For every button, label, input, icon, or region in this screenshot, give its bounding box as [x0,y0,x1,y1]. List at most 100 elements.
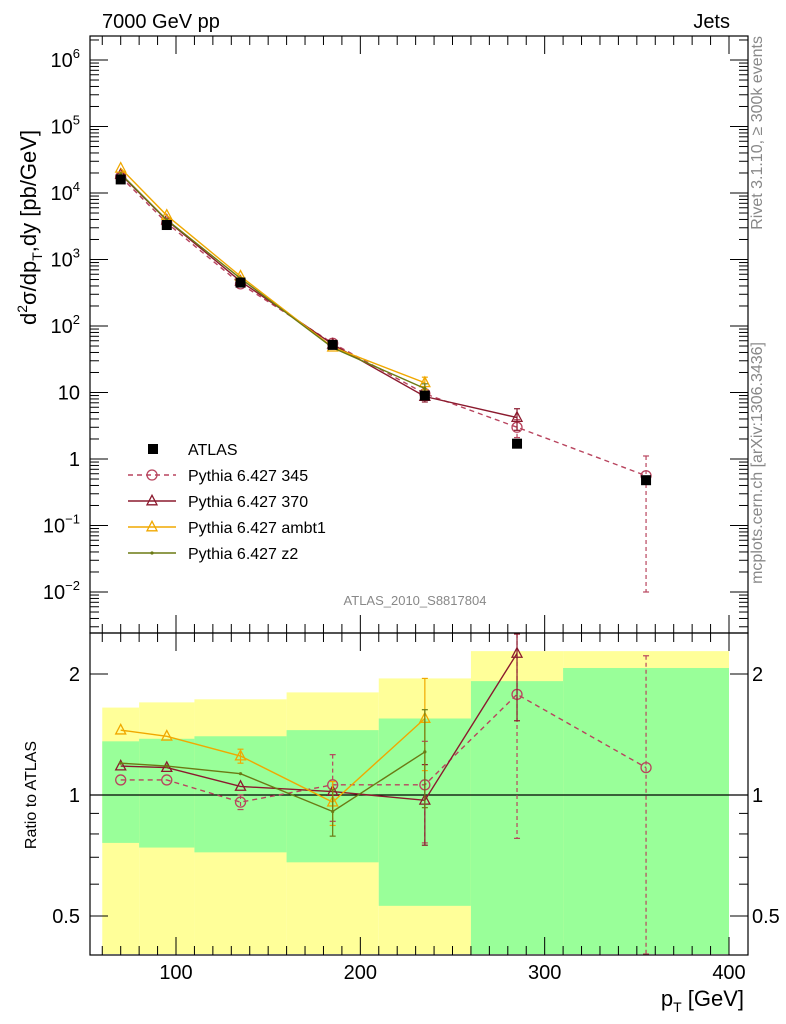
y-tick-label-exp: 4 [73,179,80,194]
y-tick-label: 10−1 [43,512,80,538]
top-ylabel-sup: 2 [14,305,30,313]
series-line [120,173,426,390]
xlabel: pT [GeV] [661,986,744,1015]
marker-circle [146,469,158,481]
xlabel-p: p [661,986,673,1011]
ratio-y-tick-label: 0.5 [52,906,80,928]
legend-label: Pythia 6.427 z2 [188,546,298,563]
marker-dot [150,551,154,555]
y-tick-label: 106 [51,46,80,72]
top-ylabel: d2σ/dpT,dy [pb/GeV] [14,130,45,325]
y-tick-label-exp: 3 [73,246,80,261]
x-tick-label: 100 [159,962,192,984]
ratio-y-tick-label: 2 [69,664,80,686]
marker-triangle [114,723,127,735]
y-tick-label-base: 1 [69,449,80,471]
marker-circle [640,761,652,774]
y-tick-label: 10−2 [43,578,80,604]
series-line [120,173,518,419]
marker-triangle [510,410,524,423]
marker-dot [238,772,243,776]
marker-circle [115,774,127,786]
y-tick-label-exp: 2 [73,312,80,327]
y-tick-label-base: 10 [51,117,73,139]
y-tick-label-base: 10 [51,250,73,272]
top-ylabel-rest: ,dy [pb/GeV] [16,130,41,252]
y-tick-label-base: 10 [51,50,73,72]
x-tick-label: 200 [344,962,377,984]
marker-dot [165,764,169,768]
legend-label: Pythia 6.427 345 [188,468,308,485]
legend-label: Pythia 6.427 ambt1 [188,520,326,537]
band-inner [139,738,195,848]
marker-dot [423,386,427,391]
xlabel-rest: [GeV] [682,986,744,1011]
top-ylabel-sigma: σ/dp [16,261,41,305]
main-frame [89,35,749,634]
legend-atlas-marker [148,444,158,454]
legend-label: ATLAS [188,442,238,459]
main-plot-series [114,161,652,593]
atlas-data-point [327,339,338,350]
y-tick-label-base: 10 [58,383,80,405]
y-tick-label-base: 10 [51,316,73,338]
y-tick-label-base: 10 [51,183,73,205]
y-tick-label: 102 [51,312,80,338]
ratio-frame [89,632,749,956]
series-line [120,176,647,477]
marker-triangle [234,779,247,791]
y-tick-label-base: 10 [43,582,65,604]
atlas-data-point [115,174,126,185]
series-line [120,167,426,384]
y-tick-label: 105 [51,113,80,139]
ratio-ylabel: Ratio to ATLAS [23,741,40,849]
atlas-data-point [641,475,652,486]
series-line [120,653,518,802]
y-tick-label: 10 [58,383,80,405]
ratio-y-tick-label-right: 1 [752,785,763,807]
y-tick-label: 104 [51,179,80,205]
legend-label: Pythia 6.427 370 [188,494,308,511]
marker-triangle [145,493,159,506]
atlas-data-point [419,390,430,401]
top-ylabel-d: d [16,313,41,325]
y-tick-label: 1 [69,449,80,471]
xlabel-sub: T [673,999,682,1015]
marker-triangle [234,748,247,761]
legend: ATLAS Pythia 6.427 345 Pythia 6.427 370 Pyt… [128,442,326,563]
ratio-plot-series [114,633,652,955]
rivet-version-label: Rivet 3.1.10, ≥ 300k events [749,36,766,230]
marker-dot [331,809,335,814]
y-tick-label: 103 [51,246,80,272]
band-inner [102,741,140,843]
ratio-y-tick-label-right: 0.5 [752,906,780,928]
marker-circle [234,796,247,808]
x-tick-label: 300 [528,962,561,984]
ratio-y-tick-label: 1 [69,785,80,807]
atlas-data-point [235,277,246,288]
atlas-data-point [161,220,172,231]
header-left-label: 7000 GeV pp [102,11,220,33]
marker-triangle [114,759,127,771]
ratio-uncertainty-bands [102,651,729,954]
header-right-label: Jets [693,11,730,33]
x-tick-label: 400 [712,962,745,984]
marker-triangle [160,729,173,741]
atlas-data-point [512,438,523,449]
y-tick-label-exp: −2 [65,578,80,593]
marker-dot [119,761,123,765]
analysis-label: ATLAS_2010_S8817804 [344,593,487,608]
y-tick-label-exp: −1 [65,512,80,527]
y-tick-label-base: 10 [43,516,65,538]
y-tick-label-exp: 6 [73,46,80,61]
marker-triangle [145,519,159,532]
marker-dot [423,750,427,754]
mcplots-label: mcplots.cern.ch [arXiv:1306.3436] [749,342,766,584]
top-ylabel-sub: T [29,252,45,261]
marker-triangle [510,646,524,658]
y-tick-label-exp: 5 [73,113,80,128]
ratio-y-tick-label-right: 2 [752,664,763,686]
marker-circle [161,774,173,786]
